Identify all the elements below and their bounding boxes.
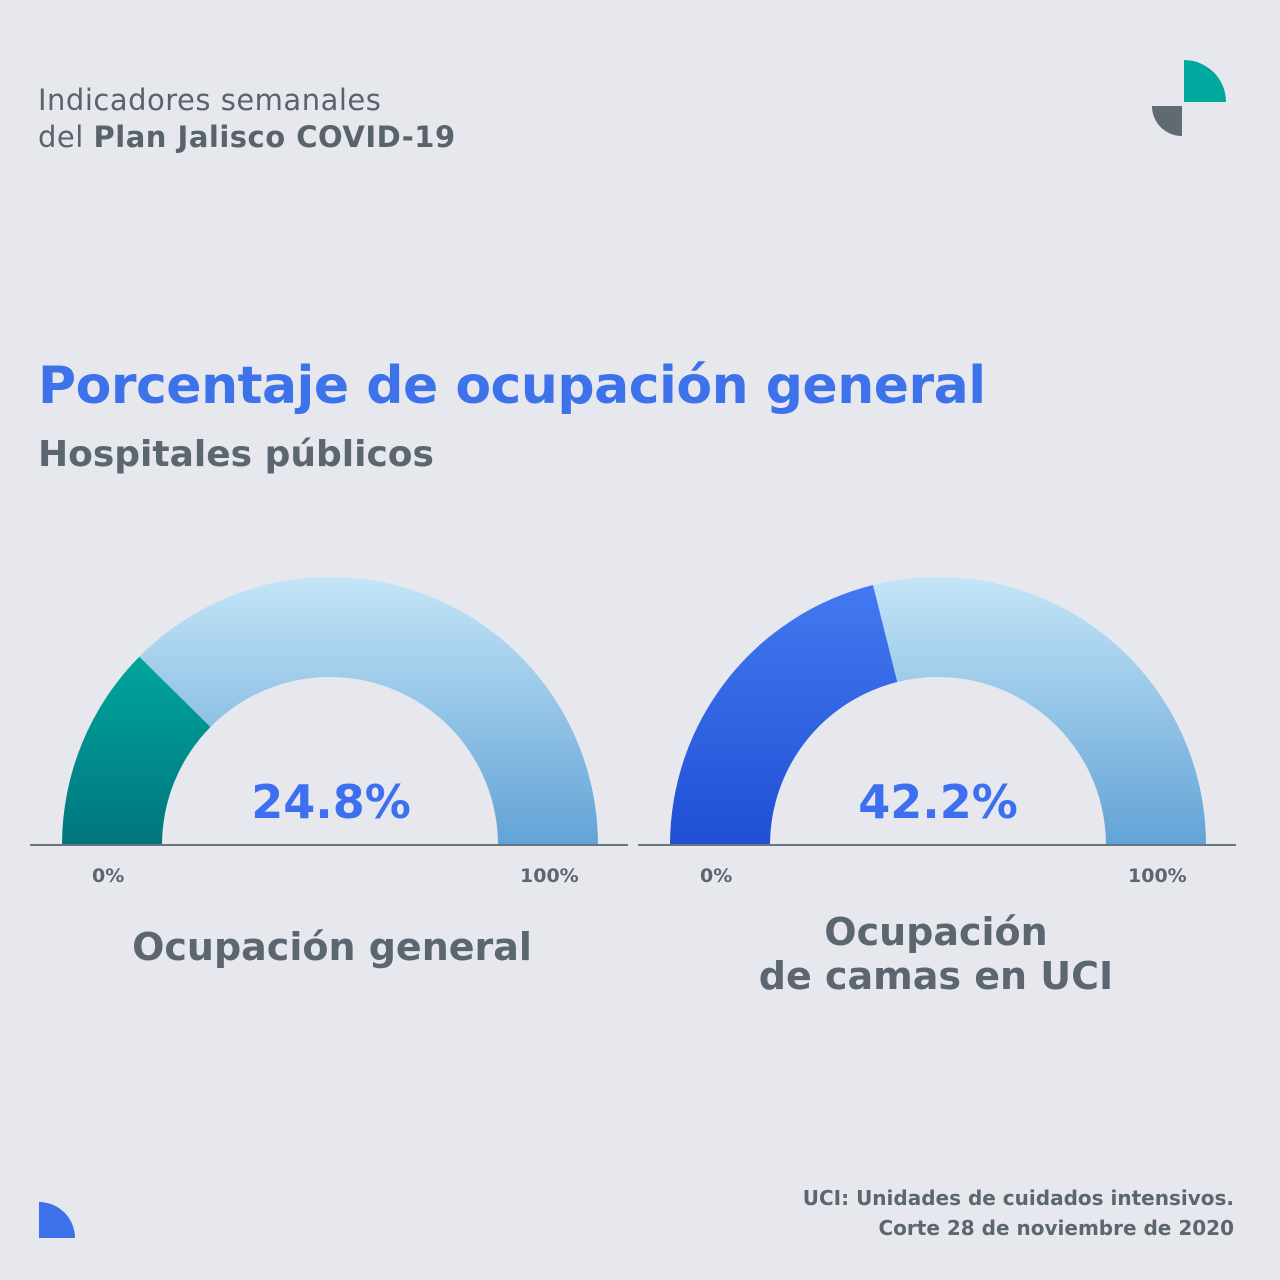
gauge-title-line-1: Ocupación [824,910,1048,954]
gauge-title: Ocupación de camas en UCI [636,910,1236,998]
footnote-date: Corte 28 de noviembre de 2020 [878,1216,1235,1240]
gauge-fill [670,585,898,845]
gauge-title-line-2: de camas en UCI [758,954,1114,998]
header-line-2-prefix: del [38,120,94,154]
gauge-max-label: 100% [1128,865,1187,887]
page-subtitle: Hospitales públicos [38,434,434,475]
gauge-title: Ocupación general [132,925,532,969]
header-line-2-bold: Plan Jalisco COVID-19 [93,120,456,154]
gauge-track [872,577,1206,845]
gauge-chart-uci [638,577,1236,846]
logo-icon [1152,60,1226,136]
page-title: Porcentaje de ocupación general [38,356,986,416]
header-line-2: del Plan Jalisco COVID-19 [38,119,456,156]
gauge-chart-general [30,577,628,846]
gauge-max-label: 100% [520,865,579,887]
gauge-value-label: 42.2% [858,775,1018,829]
footnote-uci: UCI: Unidades de cuidados intensivos. [802,1186,1234,1210]
gauge-min-label: 0% [92,865,125,887]
gauge-track [139,577,598,845]
gauge-fill [62,656,211,845]
header-line-1: Indicadores semanales [38,83,382,117]
gauge-value-label: 24.8% [251,775,411,829]
corner-quarter-icon [39,1202,75,1238]
header-title: Indicadores semanales del Plan Jalisco C… [38,82,456,156]
gauge-min-label: 0% [700,865,733,887]
